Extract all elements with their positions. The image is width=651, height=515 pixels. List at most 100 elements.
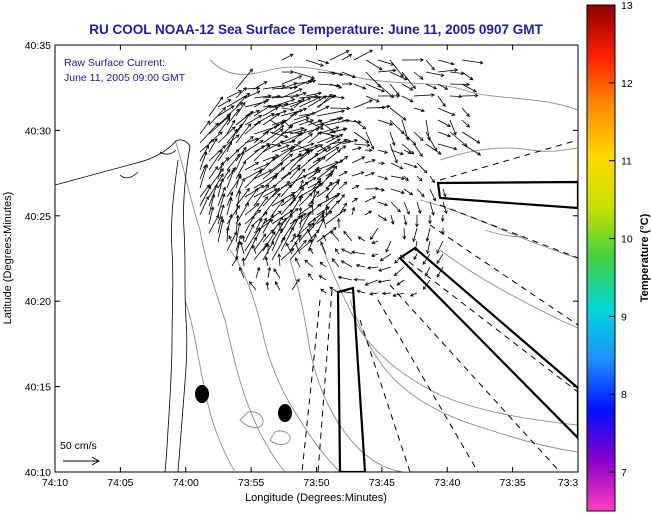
current-vector xyxy=(253,130,270,144)
current-vector xyxy=(307,273,314,281)
current-vector xyxy=(271,216,284,234)
current-vector xyxy=(351,197,358,203)
current-vector xyxy=(377,201,389,207)
current-vector xyxy=(389,107,407,121)
current-vector xyxy=(280,195,296,207)
colorbar-ticks: 13 12 11 10 9 8 7 xyxy=(609,0,633,479)
current-vector xyxy=(356,289,366,294)
current-vector xyxy=(401,95,414,103)
current-vector xyxy=(253,99,270,108)
current-vector xyxy=(262,156,276,171)
current-vector xyxy=(378,266,392,272)
current-vector xyxy=(316,226,337,243)
current-vector xyxy=(413,143,423,158)
y-tick-label: 40:15 xyxy=(25,382,51,394)
current-vector xyxy=(338,155,349,164)
current-vector xyxy=(199,138,215,153)
current-vector xyxy=(225,226,230,243)
current-vector xyxy=(273,268,281,279)
current-vector xyxy=(253,184,277,198)
current-vector xyxy=(403,162,418,169)
current-vector xyxy=(280,112,298,126)
current-vector xyxy=(403,201,410,215)
current-vector xyxy=(253,184,270,207)
current-vector xyxy=(217,117,231,135)
current-vector xyxy=(425,227,431,242)
current-vector xyxy=(338,181,348,190)
current-vector xyxy=(316,94,337,108)
current-vector xyxy=(208,145,227,162)
current-vector xyxy=(341,53,353,61)
current-vector xyxy=(217,204,225,225)
current-vector xyxy=(244,187,259,207)
current-vectors xyxy=(199,49,484,297)
current-vector xyxy=(343,230,353,242)
current-vector xyxy=(319,261,327,268)
current-vector xyxy=(244,215,255,234)
current-vector xyxy=(307,124,325,135)
current-vector xyxy=(208,96,224,117)
station-marker-b xyxy=(278,404,292,422)
current-vector xyxy=(340,248,353,255)
colorbar-tick-label: 7 xyxy=(621,467,627,479)
y-tick-label: 40:35 xyxy=(25,40,51,52)
current-vector xyxy=(244,114,263,126)
current-vector xyxy=(235,221,242,243)
current-vector xyxy=(293,114,310,121)
current-vector xyxy=(297,233,301,242)
current-vector xyxy=(322,234,327,242)
current-vector xyxy=(217,161,224,180)
current-vector xyxy=(377,83,395,99)
current-vector xyxy=(428,215,432,225)
current-vector xyxy=(312,157,322,164)
current-vector xyxy=(307,156,326,171)
current-vector xyxy=(317,93,333,109)
current-vector xyxy=(253,173,279,189)
current-vector xyxy=(235,95,248,108)
current-vector xyxy=(281,131,304,136)
current-vector xyxy=(379,253,392,262)
current-vector xyxy=(265,281,270,291)
current-vector xyxy=(377,175,389,180)
current-vector xyxy=(294,241,301,255)
current-vector xyxy=(389,131,396,146)
current-vector xyxy=(413,131,424,142)
current-vector xyxy=(293,97,305,109)
current-vector xyxy=(425,59,435,71)
current-vector xyxy=(280,140,302,162)
current-vector xyxy=(437,143,458,151)
current-vector xyxy=(244,120,262,135)
current-vector xyxy=(280,88,303,99)
current-vector xyxy=(316,146,340,162)
current-vector xyxy=(325,133,344,144)
current-vector xyxy=(298,192,313,207)
current-vector xyxy=(369,291,379,296)
current-vector xyxy=(262,162,284,180)
current-vector xyxy=(338,193,345,203)
current-vector xyxy=(416,188,425,198)
current-vector xyxy=(416,201,422,214)
current-vector xyxy=(424,266,431,277)
current-vector xyxy=(253,113,275,126)
current-vector xyxy=(437,107,456,116)
current-vector xyxy=(289,117,310,126)
current-vector xyxy=(390,162,404,170)
current-vector xyxy=(226,148,240,162)
current-vector xyxy=(298,210,312,234)
current-vector xyxy=(325,195,329,203)
current-vector xyxy=(436,253,444,265)
current-vector xyxy=(217,168,231,189)
current-vector xyxy=(401,143,415,155)
current-vector xyxy=(353,119,367,130)
current-vector xyxy=(377,119,394,126)
current-vector xyxy=(271,147,293,162)
current-vector xyxy=(312,166,320,177)
current-vector xyxy=(416,175,423,182)
current-vector xyxy=(217,186,226,207)
current-vector xyxy=(329,116,344,121)
current-vector xyxy=(271,227,283,252)
current-vector xyxy=(299,179,304,190)
current-vector xyxy=(340,260,353,268)
current-vector xyxy=(281,139,296,145)
current-vector xyxy=(341,71,356,79)
